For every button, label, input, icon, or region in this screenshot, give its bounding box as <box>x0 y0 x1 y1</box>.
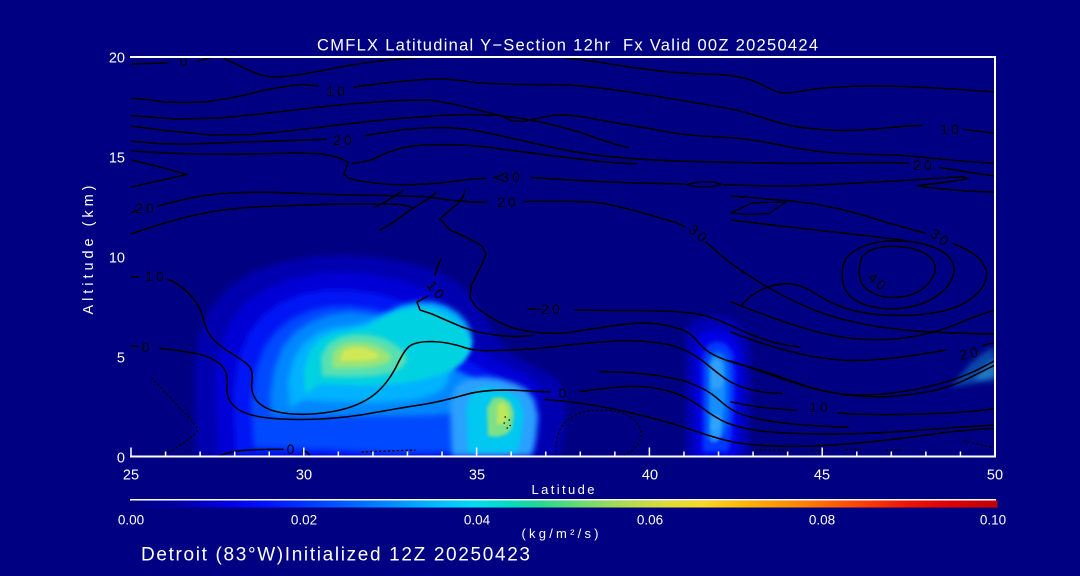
svg-text:20: 20 <box>958 343 982 363</box>
svg-text:20: 20 <box>109 51 125 67</box>
svg-text:25: 25 <box>123 468 139 484</box>
svg-text:20: 20 <box>913 157 935 173</box>
svg-text:10: 10 <box>145 268 167 284</box>
svg-text:Detroit (83°W)Initialized 12Z: Detroit (83°W)Initialized 12Z 20250423 <box>141 545 530 566</box>
svg-text:0: 0 <box>117 451 125 467</box>
svg-text:40: 40 <box>642 468 658 484</box>
svg-text:0.04: 0.04 <box>464 513 491 528</box>
svg-text:20: 20 <box>135 200 157 216</box>
svg-text:20: 20 <box>497 194 519 210</box>
svg-text:45: 45 <box>814 468 830 484</box>
svg-text:10: 10 <box>809 399 831 415</box>
svg-text:35: 35 <box>469 468 485 484</box>
svg-text:0.08: 0.08 <box>809 513 835 528</box>
svg-text:15: 15 <box>109 151 125 167</box>
svg-text:CMFLX Latitudinal Y−Section 12: CMFLX Latitudinal Y−Section 12hr Fx Vali… <box>317 37 818 55</box>
svg-text:10: 10 <box>109 251 125 267</box>
svg-text:0.06: 0.06 <box>637 513 663 528</box>
svg-text:50: 50 <box>987 468 1003 484</box>
svg-text:0.02: 0.02 <box>291 513 317 528</box>
svg-text:(kg/m²/s): (kg/m²/s) <box>522 526 599 541</box>
svg-text:5: 5 <box>117 351 125 367</box>
svg-text:0: 0 <box>287 441 298 457</box>
svg-text:10: 10 <box>326 83 348 99</box>
svg-text:30: 30 <box>501 169 523 185</box>
svg-text:10: 10 <box>940 121 962 137</box>
svg-text:20: 20 <box>541 301 563 317</box>
svg-text:Latitude: Latitude <box>532 482 595 497</box>
svg-text:0: 0 <box>142 339 153 355</box>
svg-text:0.10: 0.10 <box>980 513 1006 528</box>
svg-text:30: 30 <box>296 468 312 484</box>
svg-text:0.00: 0.00 <box>118 513 144 528</box>
svg-text:20: 20 <box>333 132 355 148</box>
svg-text:0: 0 <box>180 53 191 69</box>
svg-text:0: 0 <box>559 385 570 401</box>
